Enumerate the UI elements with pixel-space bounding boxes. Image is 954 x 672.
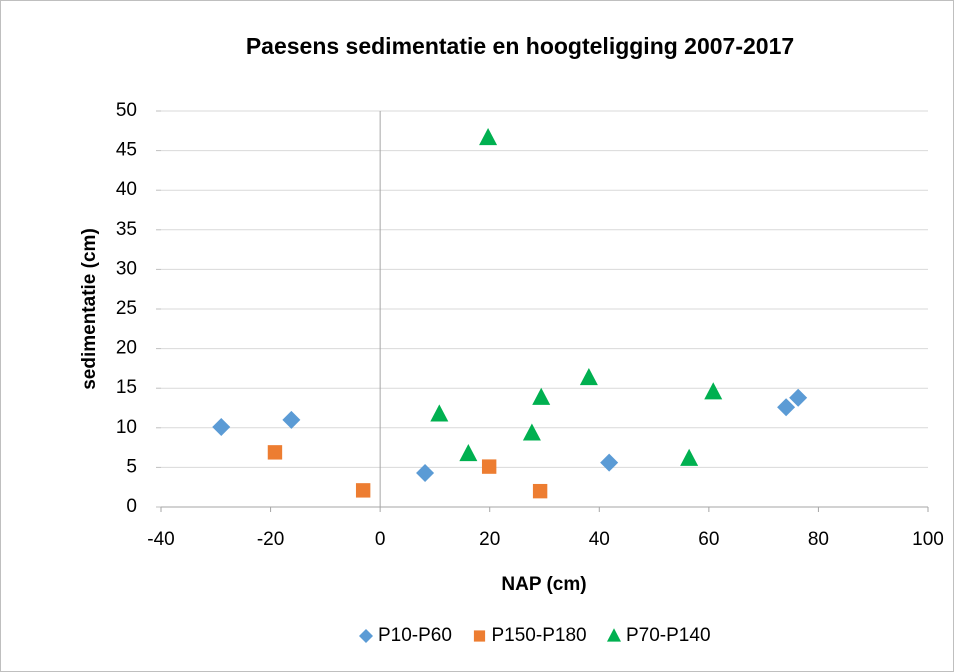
x-axis-title: NAP (cm) [501,574,586,595]
y-tick-label: 50 [116,100,137,121]
y-tick-label: 45 [116,140,137,161]
data-point [600,453,619,472]
x-tick-label: 20 [479,529,500,550]
y-tick-label: 20 [116,338,137,359]
data-point [479,128,498,146]
x-tick-label: 0 [375,529,386,550]
data-point [777,398,796,417]
x-tick-label: -40 [147,529,174,550]
data-point [481,459,497,474]
data-point [355,483,371,498]
legend-marker [473,630,486,642]
y-tick-label: 15 [116,377,137,398]
legend-marker [607,628,621,642]
y-tick-label: 35 [116,219,137,240]
x-tick-label: 80 [808,529,829,550]
data-point [532,483,548,499]
data-point [704,382,723,400]
data-point [430,404,449,422]
legend-label: P10-P60 [378,625,452,646]
data-point [680,448,699,466]
y-tick-label: 10 [116,417,137,438]
x-tick-label: 100 [912,529,944,550]
y-tick-label: 30 [116,258,137,279]
data-point [522,423,541,441]
legend-label: P150-P180 [492,625,587,646]
y-tick-label: 25 [116,298,137,319]
data-point [532,387,551,405]
y-tick-label: 40 [116,179,137,200]
y-axis-title: sedimentatie (cm) [79,228,100,390]
data-point [459,444,478,462]
legend-label: P70-P140 [626,625,711,646]
data-point [579,368,598,386]
x-tick-label: 40 [589,529,610,550]
x-tick-label: 60 [698,529,719,550]
data-point [789,388,808,407]
data-point [267,445,283,460]
legend-marker [359,629,373,643]
y-tick-label: 0 [126,496,137,517]
x-tick-label: -20 [257,529,284,550]
data-point [212,418,231,437]
data-point [416,463,435,482]
chart-title: Paesens sedimentatie en hoogteligging 20… [246,33,794,59]
y-tick-label: 5 [126,456,137,477]
data-point [282,410,301,429]
